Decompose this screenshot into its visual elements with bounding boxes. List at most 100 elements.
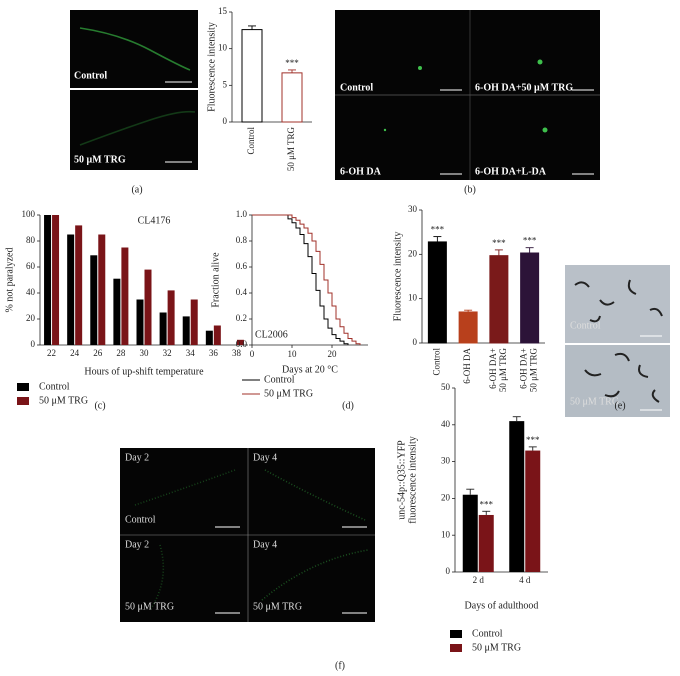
y-tick-label: 15 — [218, 6, 228, 16]
y-tick-label: 80 — [26, 235, 36, 245]
bar — [236, 339, 244, 345]
y-tick-label: 0 — [413, 337, 418, 347]
y-tick-label: 20 — [441, 492, 451, 502]
legend-label: 50 μM TRG — [39, 395, 88, 406]
bar — [144, 269, 152, 345]
x-tick-label: 28 — [116, 348, 126, 358]
y-tick-label: 40 — [26, 287, 36, 297]
worm — [79, 110, 196, 146]
y-tick-label: 10 — [441, 529, 451, 539]
legend-swatch — [450, 644, 462, 652]
y-axis-label: unc-54p::Q35::YFP — [396, 440, 407, 520]
y-tick-label: 10 — [218, 43, 228, 53]
y-tick-label: 0.8 — [236, 235, 248, 245]
x-tick-label: 6-OH DA+ — [488, 348, 498, 389]
x-tick-label: 34 — [186, 348, 196, 358]
bar — [458, 311, 478, 344]
x-tick-label: 22 — [47, 348, 56, 358]
image-label: Control — [340, 82, 373, 93]
y-tick-label: 0 — [223, 116, 228, 126]
y-axis-label: Fraction alive — [210, 252, 221, 308]
panel-label: (f) — [335, 660, 345, 671]
legend-swatch — [17, 397, 29, 405]
bar — [44, 215, 52, 345]
neuron — [537, 59, 543, 65]
legend-label: Control — [264, 374, 295, 385]
image-label: 50 μM TRG — [74, 154, 126, 165]
image-label: 50 μM TRG — [253, 601, 302, 612]
x-tick-label: 6-OH DA — [462, 348, 472, 384]
significance: *** — [492, 238, 506, 248]
panel-label: (a) — [131, 184, 142, 195]
worm — [264, 469, 366, 521]
bar — [190, 299, 198, 345]
bar — [52, 215, 60, 345]
x-tick-label: 38 — [232, 348, 242, 358]
bar — [509, 421, 525, 572]
y-tick-label: 0.4 — [236, 287, 248, 297]
panel-label: (c) — [94, 400, 105, 411]
legend-label: Control — [39, 381, 70, 392]
significance: *** — [526, 435, 540, 445]
bar — [98, 234, 106, 345]
bar — [159, 312, 167, 345]
annotation: CL2006 — [255, 329, 288, 340]
bar — [205, 330, 213, 345]
legend-label: 50 μM TRG — [264, 388, 313, 399]
image-label: 6-OH DA — [340, 166, 382, 177]
photo — [565, 345, 670, 417]
neuron — [542, 127, 548, 133]
panel-e-images: Control 50 μM TRG — [565, 265, 670, 417]
bar — [478, 514, 494, 572]
panel-f-images: Day 2 Control Day 4 Day 2 50 μM TRG Day … — [120, 448, 375, 622]
neuron — [418, 66, 422, 70]
y-tick-label: 20 — [26, 313, 36, 323]
legend-label: Control — [472, 628, 503, 639]
survival-line — [252, 214, 349, 345]
photo — [565, 265, 670, 343]
image-label: Day 4 — [253, 539, 277, 550]
x-tick-label: 4 d — [519, 575, 531, 585]
bar — [427, 241, 447, 344]
bar — [75, 225, 83, 345]
legend-swatch — [17, 383, 29, 391]
x-axis-label: Days of adulthood — [465, 600, 539, 611]
significance: *** — [431, 225, 445, 235]
bar — [67, 234, 75, 345]
bar — [241, 29, 263, 123]
bar — [489, 255, 509, 344]
y-tick-label: 20 — [408, 248, 418, 258]
bar — [90, 255, 98, 345]
y-tick-label: 60 — [26, 261, 36, 271]
x-tick-label: Control — [431, 348, 441, 376]
image-label: Control — [570, 320, 601, 331]
significance: *** — [480, 499, 494, 509]
y-tick-label: 0.2 — [236, 313, 247, 323]
panel-a-images: Control 50 μM TRG — [70, 10, 198, 170]
x-axis-label: Days at 20 °C — [282, 364, 338, 375]
image-label: Control — [125, 514, 156, 525]
x-tick-label: 32 — [163, 348, 172, 358]
x-tick-label: 36 — [209, 348, 219, 358]
y-tick-label: 0 — [31, 339, 36, 349]
bar — [113, 278, 121, 345]
image-label: 50 μM TRG — [125, 601, 174, 612]
worm — [79, 27, 191, 71]
significance: *** — [523, 236, 537, 246]
bar — [182, 316, 190, 345]
bar — [525, 450, 541, 572]
image-label: Control — [74, 70, 107, 81]
y-axis-label: % not paralyzed — [4, 248, 15, 313]
image-label: 6-OH DA+L-DA — [475, 166, 547, 177]
legend-label: 50 μM TRG — [472, 642, 521, 653]
x-tick-label: 24 — [70, 348, 80, 358]
worms — [574, 279, 663, 403]
y-tick-label: 50 — [441, 382, 451, 392]
bar — [136, 299, 144, 345]
image-label: Day 2 — [125, 452, 149, 463]
panel-label: (e) — [614, 400, 625, 411]
image-label: Day 4 — [253, 452, 277, 463]
bar — [167, 290, 175, 345]
worm — [261, 549, 369, 601]
x-tick-label: 26 — [93, 348, 103, 358]
